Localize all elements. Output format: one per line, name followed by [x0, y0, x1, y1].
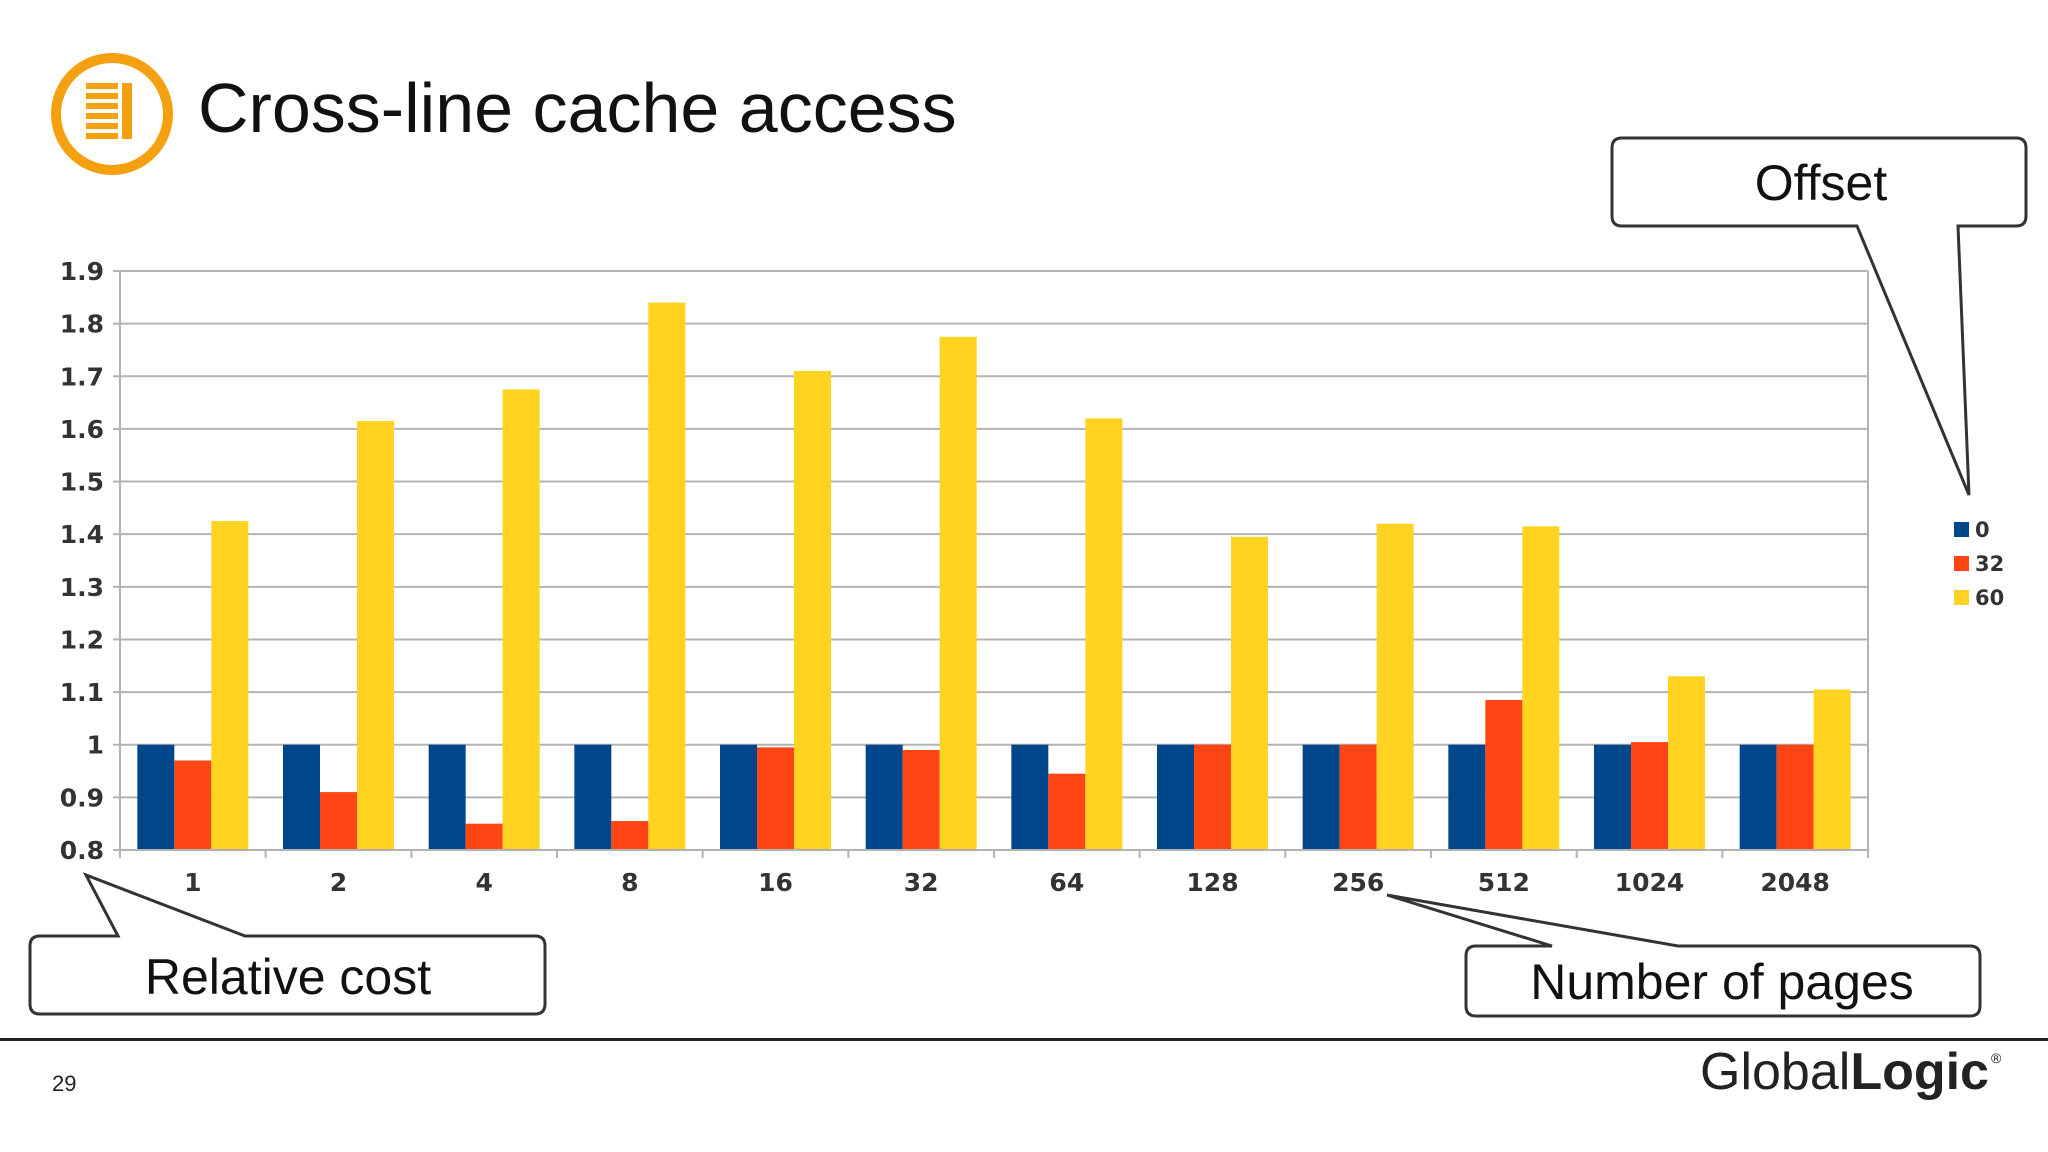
bar-60-8: [648, 302, 686, 851]
x-tick-label: 32: [904, 868, 939, 897]
bar-32-512: [1485, 699, 1523, 850]
legend-label-32: 32: [1975, 552, 2004, 576]
bar-0-64: [1011, 744, 1049, 850]
y-tick-label: 1: [87, 731, 104, 760]
y-tick-label: 0.8: [60, 836, 104, 865]
bar-32-8: [611, 821, 649, 850]
x-tick-label: 2048: [1760, 868, 1830, 897]
bar-0-16: [720, 744, 757, 850]
x-tick-label: 8: [621, 868, 638, 897]
x-tick-label: 4: [475, 868, 492, 897]
slide-title: Cross-line cache access: [198, 69, 957, 147]
bar-32-1: [174, 760, 212, 850]
brand-text-global: Global: [1700, 1043, 1851, 1101]
y-tick-label: 1.5: [60, 468, 104, 497]
bar-0-8: [574, 744, 612, 850]
bar-0-1: [137, 744, 175, 850]
offset-callout-label: Offset: [1755, 155, 1888, 211]
bar-60-32: [939, 336, 977, 851]
legend-swatch-60: [1954, 590, 1969, 605]
bar-0-32: [865, 744, 903, 850]
number-of-pages-callout-label: Number of pages: [1530, 954, 1914, 1010]
x-tick-label: 256: [1332, 868, 1384, 897]
bar-0-2: [283, 744, 320, 850]
y-tick-label: 1.2: [60, 625, 104, 654]
x-tick-label: 2: [330, 868, 347, 897]
bar-0-2048: [1739, 744, 1777, 850]
bar-32-64: [1048, 773, 1086, 850]
legend-swatch-0: [1954, 522, 1969, 537]
relative-cost-callout-label: Relative cost: [145, 949, 431, 1005]
bar-60-1: [211, 521, 249, 850]
x-tick-label: 1024: [1615, 868, 1685, 897]
legend-label-0: 0: [1975, 518, 1990, 542]
bar-60-2: [357, 421, 394, 850]
x-tick-label: 128: [1186, 868, 1238, 897]
bar-60-512: [1522, 526, 1560, 850]
bar-32-2: [320, 792, 357, 850]
y-tick-label: 1.3: [60, 573, 104, 602]
y-tick-label: 1.6: [60, 415, 104, 444]
y-tick-label: 1.7: [60, 362, 104, 391]
y-tick-label: 1.8: [60, 310, 104, 339]
bar-32-32: [902, 749, 940, 850]
bar-32-256: [1339, 744, 1377, 850]
x-tick-label: 64: [1049, 868, 1084, 897]
bar-60-256: [1376, 523, 1414, 850]
x-tick-label: 512: [1478, 868, 1530, 897]
legend-swatch-32: [1954, 556, 1969, 571]
x-tick-label: 1: [184, 868, 201, 897]
bar-32-4: [465, 823, 503, 850]
bar-60-4: [502, 389, 540, 850]
bar-0-128: [1157, 744, 1194, 850]
offset-callout: Offset: [1610, 136, 2028, 496]
bar-60-128: [1231, 536, 1268, 850]
y-tick-label: 1.9: [60, 257, 104, 286]
y-tick-label: 1.1: [60, 678, 104, 707]
registered-mark: ®: [1990, 1050, 2002, 1066]
number-of-pages-callout: Number of pages: [1386, 893, 1982, 1018]
legend-label-60: 60: [1975, 586, 2004, 610]
chart-axes: 1.9 1.8 1.7 1.6 1.5 1.4 1.3 1.2 1.1 1 0.9 0.8 1 2 4 8 16…: [60, 257, 1869, 897]
footer-divider: [0, 1038, 2048, 1041]
y-tick-label: 1.4: [60, 520, 104, 549]
brand-logo: GlobalLogic ®: [1700, 1042, 2002, 1102]
bar-0-4: [428, 744, 466, 850]
y-tick-label: 0.9: [60, 783, 104, 812]
chart-legend: 0 32 60: [1954, 518, 2004, 610]
chart-gridlines: [120, 270, 1868, 851]
bar-32-128: [1194, 744, 1231, 850]
bar-0-256: [1302, 744, 1340, 850]
bar-32-16: [757, 747, 794, 850]
bar-60-1024: [1668, 676, 1705, 850]
chart-bars: [137, 302, 1851, 851]
page-number: 29: [52, 1071, 77, 1096]
bar-60-64: [1085, 418, 1123, 850]
bar-60-2048: [1813, 689, 1851, 850]
bar-0-1024: [1594, 744, 1631, 850]
bar-32-1024: [1631, 742, 1668, 850]
brand-text-logic: Logic: [1850, 1043, 1989, 1101]
bar-chart: 1.9 1.8 1.7 1.6 1.5 1.4 1.3 1.2 1.1 1 0.9 0.8 1 2 4 8 16…: [28, 136, 2028, 1018]
bar-32-2048: [1776, 744, 1814, 850]
relative-cost-callout: Relative cost: [28, 872, 547, 1016]
bar-60-16: [794, 371, 831, 850]
x-tick-label: 16: [758, 868, 793, 897]
document-list-icon: [51, 53, 173, 175]
bar-0-512: [1448, 744, 1486, 850]
